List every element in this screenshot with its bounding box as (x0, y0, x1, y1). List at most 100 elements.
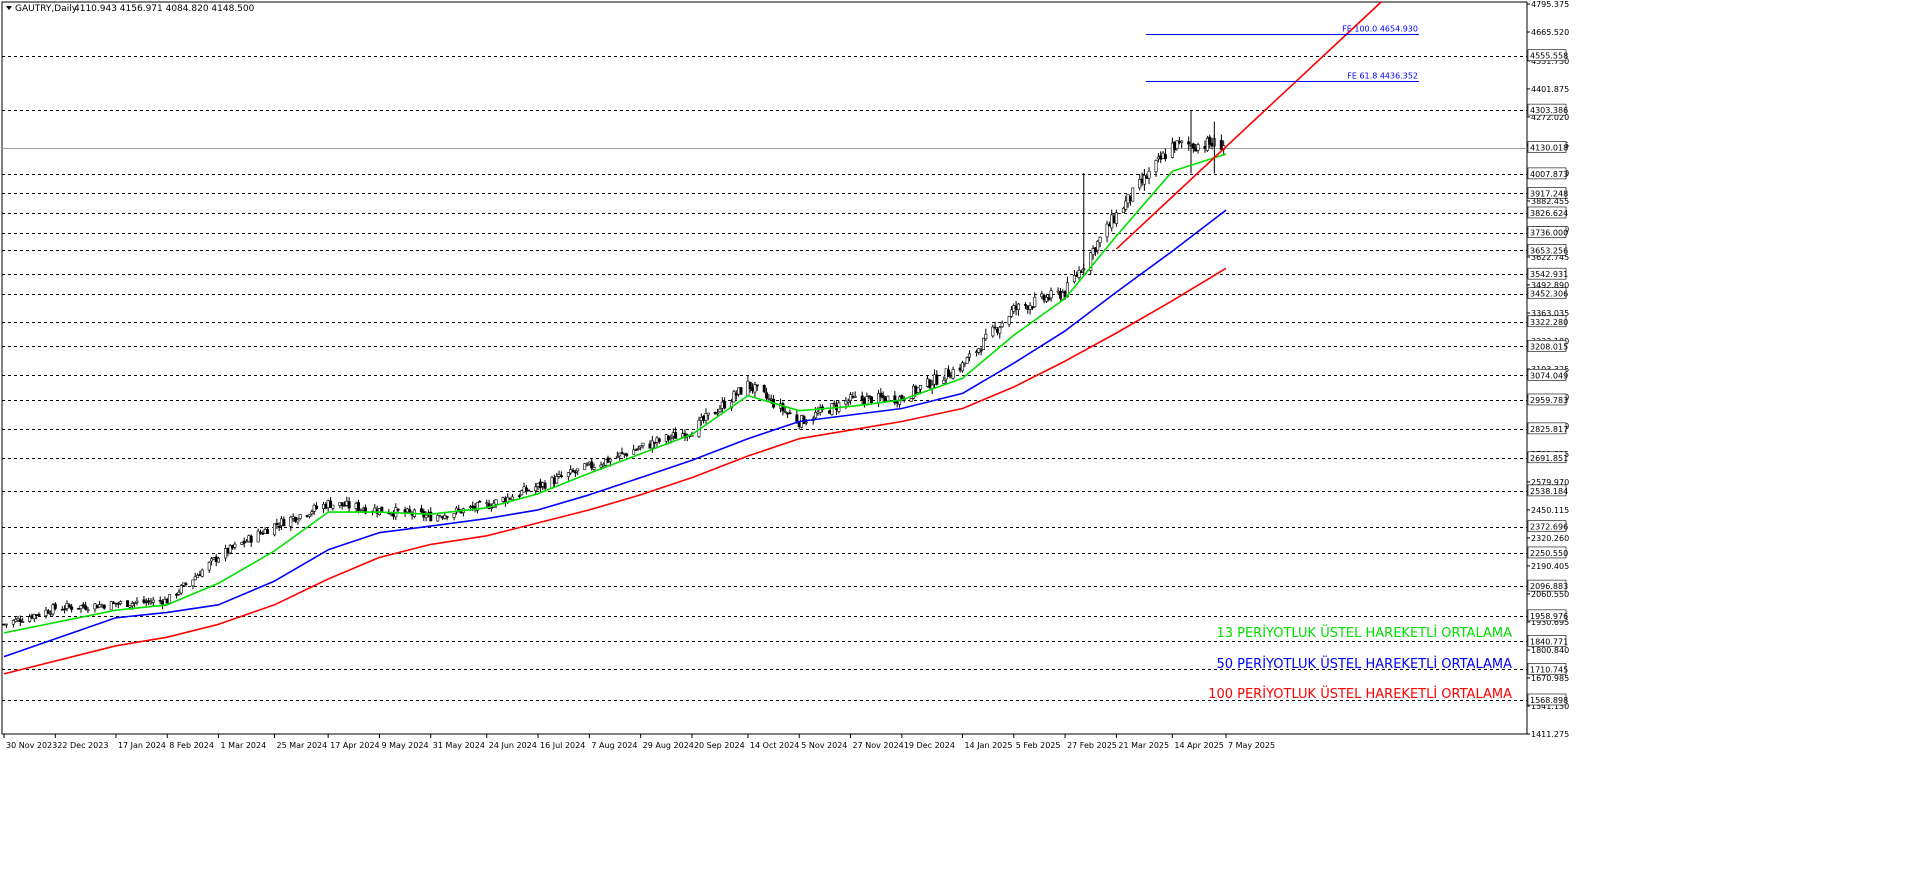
price-label: 3826.624 (1530, 209, 1568, 218)
candle-body (979, 349, 983, 352)
candle-body (37, 613, 41, 616)
candle-body (86, 609, 90, 612)
price-label-box (1527, 103, 1567, 116)
candle-body (70, 606, 74, 610)
candle-body (84, 605, 88, 610)
candle-body (993, 326, 997, 329)
candle-body (436, 515, 440, 522)
x-tick-label: 8 Feb 2024 (169, 741, 214, 750)
candle-body (158, 599, 162, 602)
price-label-box (1527, 369, 1567, 381)
candle-body (748, 381, 752, 390)
candle-body (755, 384, 759, 387)
candle-body (1072, 275, 1076, 283)
candle-body (1096, 240, 1100, 251)
candle-body (429, 511, 433, 522)
time-axis: 30 Nov 2023 22 Dec 2023 17 Jan 2024 8 Feb 2… (3, 734, 1275, 750)
candle-body (347, 501, 351, 509)
candle-body (130, 602, 134, 607)
candle-body (585, 464, 589, 466)
candle-body (1147, 171, 1151, 179)
candle-body (881, 395, 885, 399)
candle-body (849, 394, 853, 401)
y-tick-label: 3363.035 (1531, 309, 1569, 318)
support-trendline (1115, 1, 1382, 250)
candle-body (294, 517, 298, 522)
candle-body (534, 486, 538, 492)
candle-body (331, 504, 335, 509)
candle-body (485, 502, 489, 505)
candle-body (618, 452, 622, 457)
x-tick-label: 5 Feb 2025 (1016, 741, 1061, 750)
candle-body (879, 392, 883, 398)
level-lines (2, 56, 1527, 701)
candle-body (753, 384, 757, 393)
candle-body (615, 456, 619, 458)
candle-body (783, 411, 787, 413)
candle-body (102, 604, 106, 609)
candle-body (1047, 297, 1051, 300)
candle-body (960, 362, 964, 372)
candle-body (356, 502, 360, 511)
candle-body (1196, 144, 1200, 151)
price-label-box (1527, 693, 1567, 706)
candle-body (814, 412, 818, 419)
candle-body (867, 395, 871, 398)
x-tick-label: 25 Mar 2024 (277, 741, 328, 750)
candle-body (981, 337, 985, 350)
candle-body (396, 508, 400, 511)
x-tick-label: 1 Mar 2024 (221, 741, 267, 750)
price-label-box (1527, 635, 1567, 647)
price-label-box (1527, 267, 1567, 280)
candle-body (289, 516, 293, 527)
candle-body (1180, 140, 1184, 143)
candle-body (732, 391, 736, 403)
candle-body (1154, 159, 1158, 173)
price-label: 2959.783 (1530, 396, 1568, 405)
symbol-timeframe: GAUTRY,Daily (15, 4, 78, 14)
candle-body (133, 602, 137, 604)
candle-body (168, 594, 172, 604)
candle-body (200, 569, 204, 577)
x-tick-label: 5 Nov 2024 (801, 741, 847, 750)
candle-body (832, 402, 836, 405)
y-tick-label: 1670.985 (1531, 674, 1569, 683)
candle-body (590, 461, 594, 469)
candle-body (1098, 236, 1102, 244)
candle-body (730, 401, 734, 409)
candle-body (967, 353, 971, 358)
candle-body (788, 412, 792, 415)
candle-body (438, 515, 442, 518)
candle-body (1131, 187, 1135, 202)
candle-body (266, 529, 270, 535)
price-label: 4303.386 (1530, 106, 1568, 115)
candle-body (1000, 322, 1004, 327)
price-label: 4555.558 (1530, 52, 1568, 61)
candle-body (1175, 140, 1179, 149)
candle-body (860, 395, 864, 401)
candle-body (1142, 175, 1146, 185)
candle-body (1030, 306, 1034, 309)
candle-body (184, 583, 188, 585)
y-tick-label: 4665.520 (1531, 28, 1569, 37)
price-label: 3074.049 (1530, 371, 1568, 380)
candle-body (51, 604, 55, 615)
candle-body (452, 513, 456, 518)
candle-body (1138, 179, 1142, 189)
candle-body (583, 463, 587, 471)
candle-body (818, 407, 822, 413)
candle-body (946, 369, 950, 377)
price-label: 3208.015 (1530, 342, 1568, 351)
candle-body (1077, 269, 1081, 278)
candle-body (128, 605, 132, 608)
x-tick-label: 14 Apr 2025 (1174, 741, 1223, 750)
candle-body (706, 412, 710, 416)
candle-body (804, 421, 808, 424)
candle-body (445, 515, 449, 518)
price-label: 1568.898 (1530, 696, 1568, 705)
candle-body (151, 599, 155, 603)
price-label: 3322.280 (1530, 318, 1568, 327)
candle-body (893, 395, 897, 404)
candle-body (79, 605, 83, 609)
